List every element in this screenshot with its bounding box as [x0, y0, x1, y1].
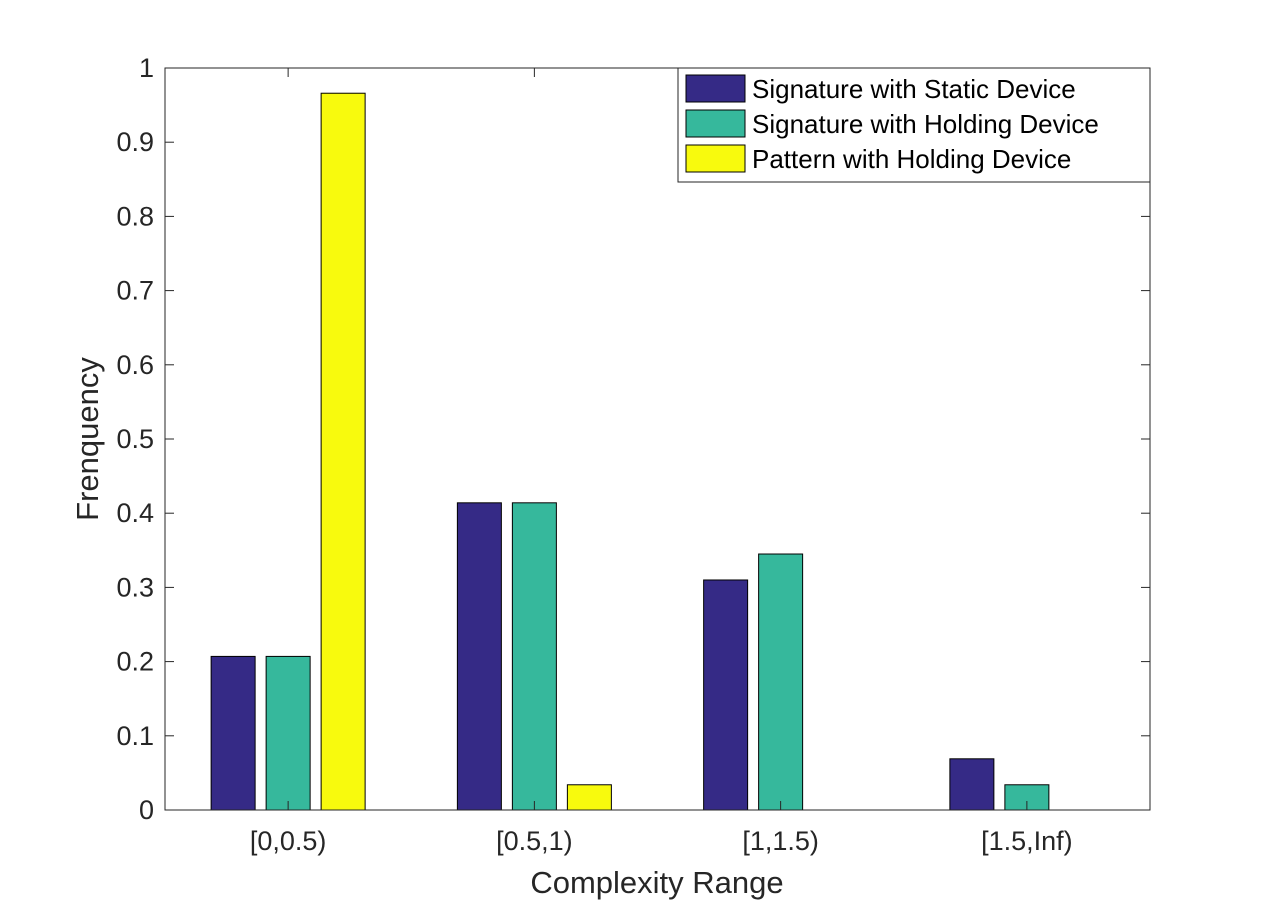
legend-swatch-3 — [685, 144, 746, 173]
bar-2-1 — [265, 655, 311, 811]
legend-swatch-1 — [685, 74, 746, 103]
y-axis-title: Frenquency — [70, 357, 105, 521]
y-tick-label: 0.2 — [116, 647, 154, 677]
bar-3-2 — [566, 784, 612, 811]
legend: Signature with Static Device Signature wi… — [677, 67, 1151, 183]
legend-label-2: Signature with Holding Device — [752, 109, 1099, 139]
y-tick-label: 0.1 — [116, 721, 154, 751]
y-tick-label: 0 — [139, 795, 154, 825]
bar-1-3 — [703, 579, 749, 811]
x-axis-title: Complexity Range — [530, 865, 783, 900]
y-tick-label: 0.3 — [116, 572, 154, 602]
x-tick-label: [0.5,1) — [496, 826, 573, 856]
legend-label-1: Signature with Static Device — [752, 74, 1076, 104]
y-tick-label: 0.6 — [116, 350, 154, 380]
bar-1-1 — [210, 655, 256, 811]
y-tick-label: 0.8 — [116, 201, 154, 231]
y-tick-label: 0.4 — [116, 498, 154, 528]
bar-1-4 — [949, 758, 995, 811]
y-tick-label: 0.7 — [116, 276, 154, 306]
bar-2-2 — [511, 502, 557, 811]
y-tick-label: 0.5 — [116, 424, 154, 454]
bars-layer — [210, 92, 1050, 811]
legend-label-3: Pattern with Holding Device — [752, 144, 1071, 174]
legend-swatch-2 — [685, 109, 746, 138]
legend-box — [677, 67, 1151, 183]
x-tick-label: [1.5,Inf) — [981, 826, 1073, 856]
tick-labels-layer: [0,0.5) [0.5,1) [1,1.5) [1.5,Inf) 0 0.1 0.2 0.3… — [116, 53, 1072, 856]
y-tick-label: 0.9 — [116, 127, 154, 157]
x-tick-label: [1,1.5) — [742, 826, 819, 856]
y-tick-label: 1 — [139, 53, 154, 83]
bar-3-1 — [320, 92, 366, 811]
bar-1-2 — [456, 502, 502, 811]
x-tick-label: [0,0.5) — [250, 826, 327, 856]
bar-2-3 — [758, 553, 804, 811]
